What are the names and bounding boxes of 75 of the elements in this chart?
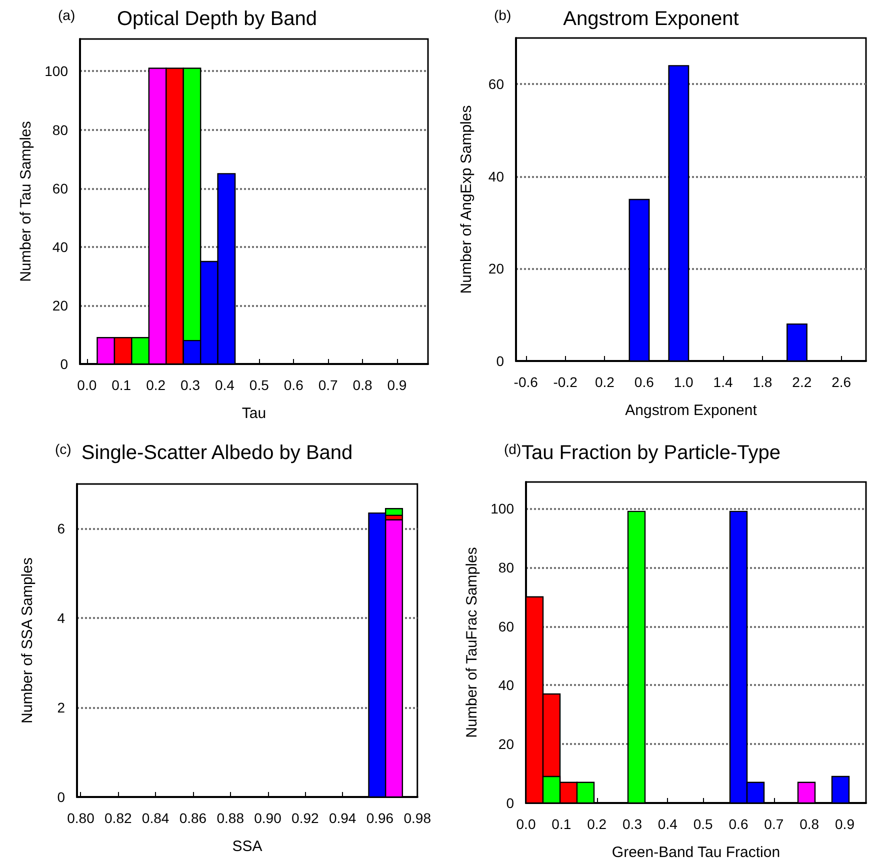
x-tick-label: 0.7: [764, 816, 784, 832]
y-tick-label: 100: [44, 63, 68, 80]
y-tick-label: 4: [57, 610, 66, 626]
x-tick-label: 0.4: [658, 816, 678, 832]
x-axis-title: Angstrom Exponent: [625, 402, 758, 419]
y-axis-title: Number of SSA Samples: [19, 558, 36, 724]
x-tick-label: -0.2: [553, 374, 578, 390]
y-tick-label: 40: [52, 238, 68, 255]
y-axis-title: Number of Tau Samples: [18, 121, 35, 282]
x-tick-label: 0.1: [552, 816, 572, 832]
x-tick-label: 0.9: [387, 377, 407, 393]
x-axis-title: SSA: [232, 838, 262, 855]
x-tick-label: 0.4: [214, 377, 235, 393]
y-tick-label: 60: [498, 618, 514, 634]
x-tick-label: 0.98: [404, 810, 432, 826]
x-tick-label: 1.4: [713, 374, 733, 390]
x-tick-label: 0.1: [112, 377, 132, 393]
chart-title: Tau Fraction by Particle-Type: [522, 442, 780, 464]
x-tick-label: -0.6: [514, 374, 538, 390]
x-tick-label: 0.5: [249, 377, 270, 393]
x-tick-label: 1.8: [752, 374, 772, 390]
x-tick-label: 0.6: [634, 374, 654, 390]
x-tick-label: 0.92: [292, 810, 319, 826]
y-tick-label: 2: [57, 700, 66, 716]
x-tick-label: 0.8: [352, 377, 372, 393]
x-tick-label: 0.88: [216, 810, 244, 826]
x-tick-label: 0.0: [516, 816, 536, 832]
chart-title: Optical Depth by Band: [116, 8, 318, 30]
x-tick-label: 0.0: [77, 377, 97, 393]
x-tick-label: 0.2: [146, 377, 166, 393]
x-tick-label: 0.9: [835, 816, 855, 832]
y-tick-label: 80: [52, 122, 68, 138]
y-tick-label: 100: [490, 500, 514, 517]
y-tick-label: 0: [57, 789, 66, 805]
chart-title: Angstrom Exponent: [563, 8, 740, 30]
x-tick-label: 0.2: [587, 816, 607, 832]
x-tick-label: 0.96: [366, 810, 394, 826]
x-tick-label: 0.3: [622, 816, 642, 832]
x-axis-title: Tau: [242, 405, 266, 422]
x-tick-label: 2.2: [792, 374, 812, 390]
y-tick-label: 6: [57, 520, 66, 537]
y-tick-label: 0: [60, 356, 68, 372]
text: (a): [58, 7, 76, 23]
y-tick-label: 40: [488, 168, 504, 184]
y-tick-label: 20: [488, 260, 504, 277]
y-tick-label: 40: [498, 677, 514, 694]
x-tick-label: 0.5: [693, 816, 714, 832]
chart-title: Single-Scatter Albedo by Band: [81, 442, 353, 464]
y-tick-label: 60: [52, 180, 68, 196]
text: (d): [504, 441, 522, 457]
x-tick-label: 0.6: [728, 816, 748, 832]
x-tick-label: 0.2: [595, 374, 615, 390]
text: (b): [494, 7, 512, 23]
x-tick-label: 0.80: [67, 810, 95, 826]
x-tick-label: 0.82: [104, 810, 132, 826]
x-tick-label: 0.7: [318, 377, 338, 393]
text: (c): [55, 441, 72, 457]
y-tick-label: 0: [506, 795, 514, 811]
x-tick-label: 0.86: [179, 810, 207, 826]
x-tick-label: 0.94: [328, 810, 356, 826]
y-tick-label: 20: [498, 736, 514, 752]
x-tick-label: 1.0: [674, 374, 694, 390]
x-tick-label: 0.84: [142, 810, 170, 826]
x-tick-label: 0.90: [254, 810, 282, 826]
x-tick-label: 0.6: [284, 377, 304, 393]
x-axis-title: Green-Band Tau Fraction: [612, 844, 780, 861]
y-axis-title: Number of AngExp Samples: [458, 105, 475, 294]
y-axis-title: Number of TauFrac Samples: [464, 547, 481, 738]
y-tick-label: 80: [498, 559, 514, 576]
y-tick-label: 20: [52, 297, 68, 314]
x-tick-label: 0.8: [800, 816, 820, 832]
y-tick-label: 0: [496, 353, 504, 369]
y-tick-label: 60: [488, 76, 504, 92]
x-tick-label: 2.6: [832, 374, 852, 390]
x-tick-label: 0.3: [180, 377, 200, 393]
